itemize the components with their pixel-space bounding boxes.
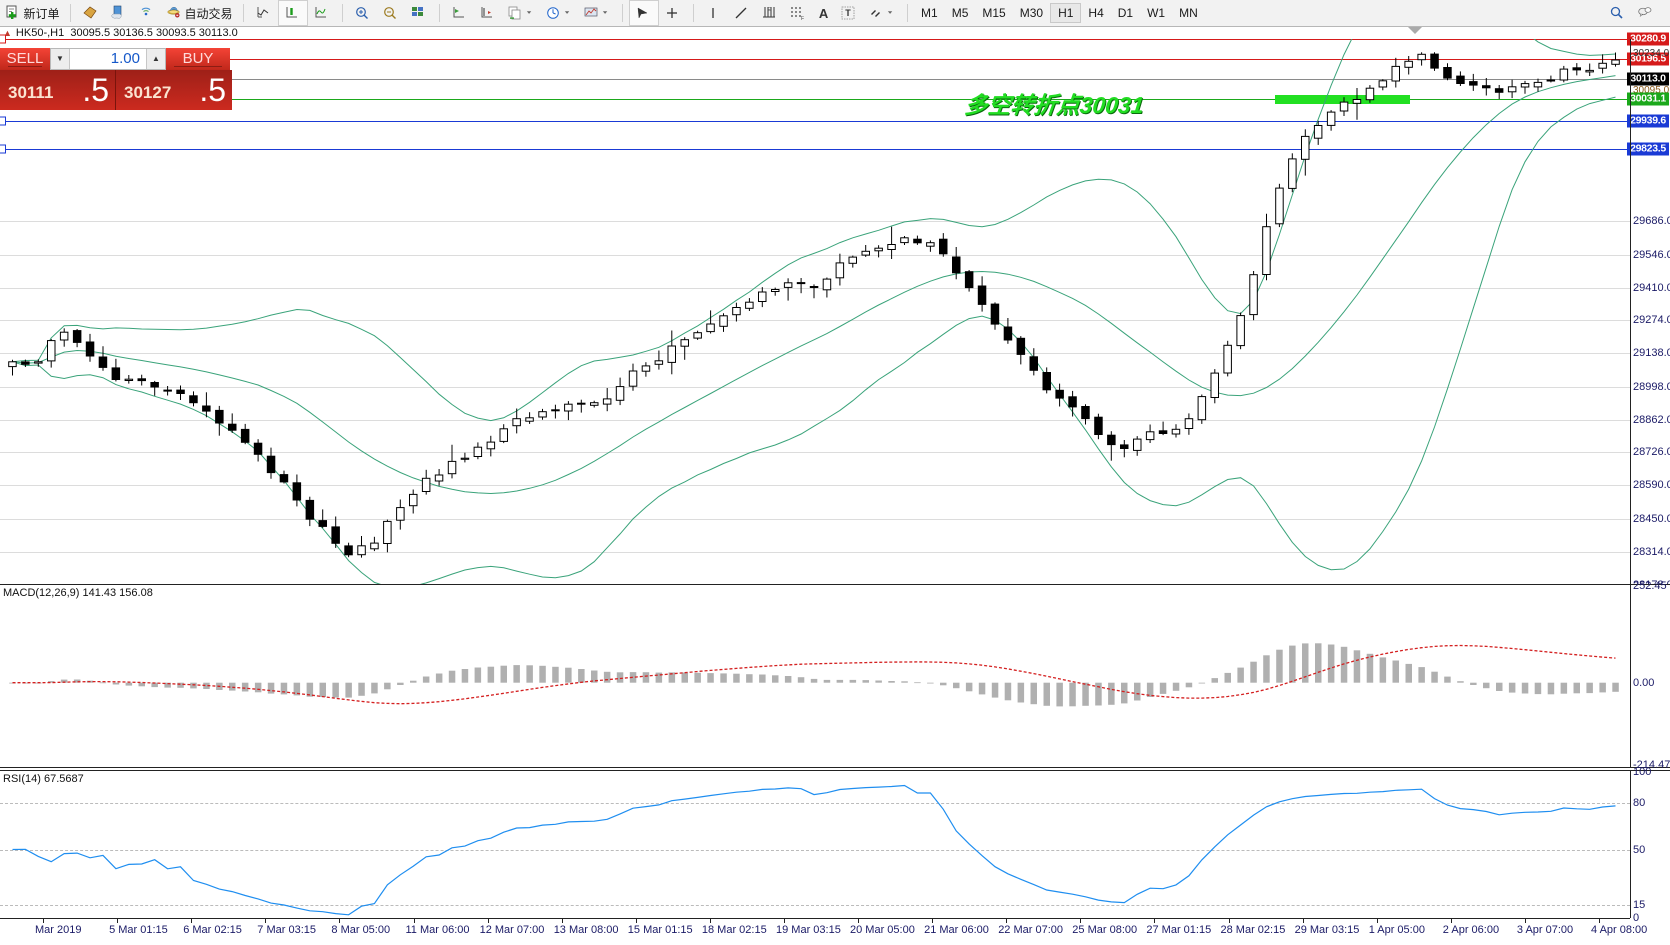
svg-text:F: F xyxy=(801,16,804,21)
svg-text:T: T xyxy=(845,8,851,18)
